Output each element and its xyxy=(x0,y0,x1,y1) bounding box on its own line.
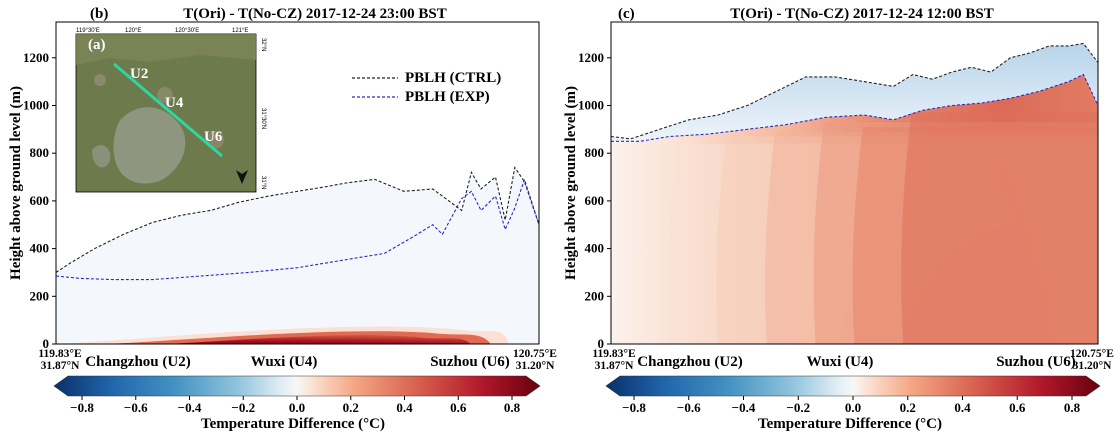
panel-b: (b) T(Ori) - T(No-CZ) 2017-12-24 23:00 B… xyxy=(8,6,557,432)
panel-b-colorbar-label: Temperature Difference (°C) xyxy=(201,416,385,432)
colorbar-tick-label: 0.8 xyxy=(1064,400,1081,415)
panel-c-pblh-ctrl-line xyxy=(611,42,1098,140)
ytick-label: 800 xyxy=(30,145,50,160)
inset-map-top-tick: 120°30'E xyxy=(175,28,199,34)
colorbar-tick-label: 0.2 xyxy=(900,400,916,415)
panel-c-site-u4: Wuxi (U4) xyxy=(807,354,874,370)
north-arrow-icon xyxy=(236,170,248,184)
panel-c-colorbar: −0.8 −0.6 −0.4 −0.2 0.0 0.2 0.4 0.6 0.8 xyxy=(605,375,1101,415)
panel-b-start-lat: 31.87°N xyxy=(41,360,80,372)
inset-map-land-patch xyxy=(76,34,256,65)
colorbar-tick-label: −0.8 xyxy=(70,400,94,415)
panel-c-cool-band xyxy=(611,43,1098,142)
panel-b-pblh-exp-line xyxy=(56,177,539,281)
inset-map-site-u6: U6 xyxy=(204,129,223,145)
colorbar-tick-label: −0.6 xyxy=(677,400,701,415)
ytick-label: 400 xyxy=(585,241,605,256)
panel-c-site-u6: Suzhou (U6) xyxy=(996,354,1076,370)
inset-map-top-tick: 119°30'E xyxy=(76,28,100,34)
ytick-label: 200 xyxy=(585,288,605,303)
colorbar-tick-label: 0.6 xyxy=(1009,400,1026,415)
ytick-label: 400 xyxy=(30,241,50,256)
panel-c-end-lat: 31.20°N xyxy=(1073,360,1112,372)
inset-map-right-tick: 31°30'N xyxy=(260,108,266,129)
ytick-label: 200 xyxy=(30,288,50,303)
ytick-label: 1200 xyxy=(578,50,604,65)
colorbar-tick-label: 0.6 xyxy=(450,400,467,415)
colorbar-tick-label: 0.8 xyxy=(504,400,521,415)
colorbar-tick-label: −0.6 xyxy=(124,400,148,415)
colorbar-tick-label: −0.8 xyxy=(622,400,646,415)
panel-c: (c) T(Ori) - T(No-CZ) 2017-12-24 12:00 B… xyxy=(563,6,1114,432)
ytick-label: 1000 xyxy=(23,97,49,112)
colorbar-bar xyxy=(53,375,541,397)
colorbar-tick-label: −0.4 xyxy=(178,400,202,415)
panel-b-colorbar: −0.8 −0.6 −0.4 −0.2 0.0 0.2 0.4 0.6 0.8 xyxy=(53,375,541,415)
inset-map-city-patch xyxy=(94,74,106,86)
panel-b-site-u6: Suzhou (U6) xyxy=(430,354,510,370)
panel-b-start-lon: 119.83°E xyxy=(38,348,82,360)
inset-map-top-tick: 121°E xyxy=(232,28,248,34)
panel-c-frame xyxy=(610,21,1099,345)
panel-b-site-u2: Changzhou (U2) xyxy=(85,354,190,370)
panel-c-ylabel: Height above ground level (m) xyxy=(563,86,579,280)
colorbar-tick-label: 0.0 xyxy=(289,400,305,415)
colorbar-bar xyxy=(605,375,1101,397)
ytick-label: 0 xyxy=(43,336,50,351)
inset-map-right-tick: 31°N xyxy=(260,176,266,189)
panel-b-letter: (b) xyxy=(90,6,108,22)
ytick-label: 600 xyxy=(585,193,605,208)
inset-map-transect xyxy=(113,62,223,158)
panel-c-site-u2: Changzhou (U2) xyxy=(637,354,742,370)
legend-ctrl-label: PBLH (CTRL) xyxy=(405,70,501,86)
colorbar-tick-label: −0.2 xyxy=(231,400,255,415)
panel-b-end-lat: 31.20°N xyxy=(516,360,555,372)
panel-b-below-pbl xyxy=(56,167,539,344)
panel-b-frame xyxy=(55,21,540,345)
inset-map-lake xyxy=(113,107,186,184)
panel-b-legend: PBLH (CTRL) PBLH (EXP) xyxy=(352,70,501,105)
ytick-label: 0 xyxy=(598,336,605,351)
inset-map-city-patch xyxy=(157,87,173,103)
panel-c-contour-band xyxy=(901,112,1098,344)
panel-b-site-u4: Wuxi (U4) xyxy=(251,354,318,370)
inset-map-site-u4: U4 xyxy=(165,95,184,111)
panel-c-field xyxy=(611,22,1098,344)
colorbar-tick-label: 0.2 xyxy=(343,400,359,415)
panel-c-title: T(Ori) - T(No-CZ) 2017-12-24 12:00 BST xyxy=(730,6,993,22)
ytick-label: 1000 xyxy=(578,97,604,112)
inset-map-top-tick: 120°E xyxy=(125,28,141,34)
panel-b-end-lon: 120.75°E xyxy=(513,348,557,360)
panel-c-start-lat: 31.87°N xyxy=(595,360,634,372)
panel-b-ylabel: Height above ground level (m) xyxy=(8,86,24,280)
panel-b-pblh-ctrl-line xyxy=(56,166,539,273)
inset-map-site-u2: U2 xyxy=(130,66,148,82)
inset-map-letter: (a) xyxy=(88,37,106,53)
colorbar-tick-label: 0.0 xyxy=(845,400,861,415)
panel-c-end-lon: 120.75°E xyxy=(1070,348,1114,360)
inset-map-lake-small xyxy=(92,145,111,168)
panel-b-title: T(Ori) - T(No-CZ) 2017-12-24 23:00 BST xyxy=(183,6,446,22)
inset-map: (a) U2 U4 U6 119°30'E 120°E 120°30'E 121… xyxy=(75,28,266,193)
ytick-label: 600 xyxy=(30,193,50,208)
ytick-label: 1200 xyxy=(23,50,49,65)
panel-c-start-lon: 119.83°E xyxy=(592,348,636,360)
panel-c-colorbar-label: Temperature Difference (°C) xyxy=(758,416,942,432)
ytick-label: 800 xyxy=(585,145,605,160)
panel-c-letter: (c) xyxy=(618,6,635,22)
inset-map-right-tick: 32°N xyxy=(260,38,266,51)
colorbar-tick-label: 0.4 xyxy=(396,400,413,415)
colorbar-tick-label: 0.4 xyxy=(954,400,971,415)
colorbar-tick-label: −0.4 xyxy=(732,400,756,415)
panel-b-surface-warm-core xyxy=(71,335,471,344)
legend-exp-label: PBLH (EXP) xyxy=(405,89,490,105)
panel-b-field xyxy=(56,22,539,344)
colorbar-tick-label: −0.2 xyxy=(786,400,810,415)
